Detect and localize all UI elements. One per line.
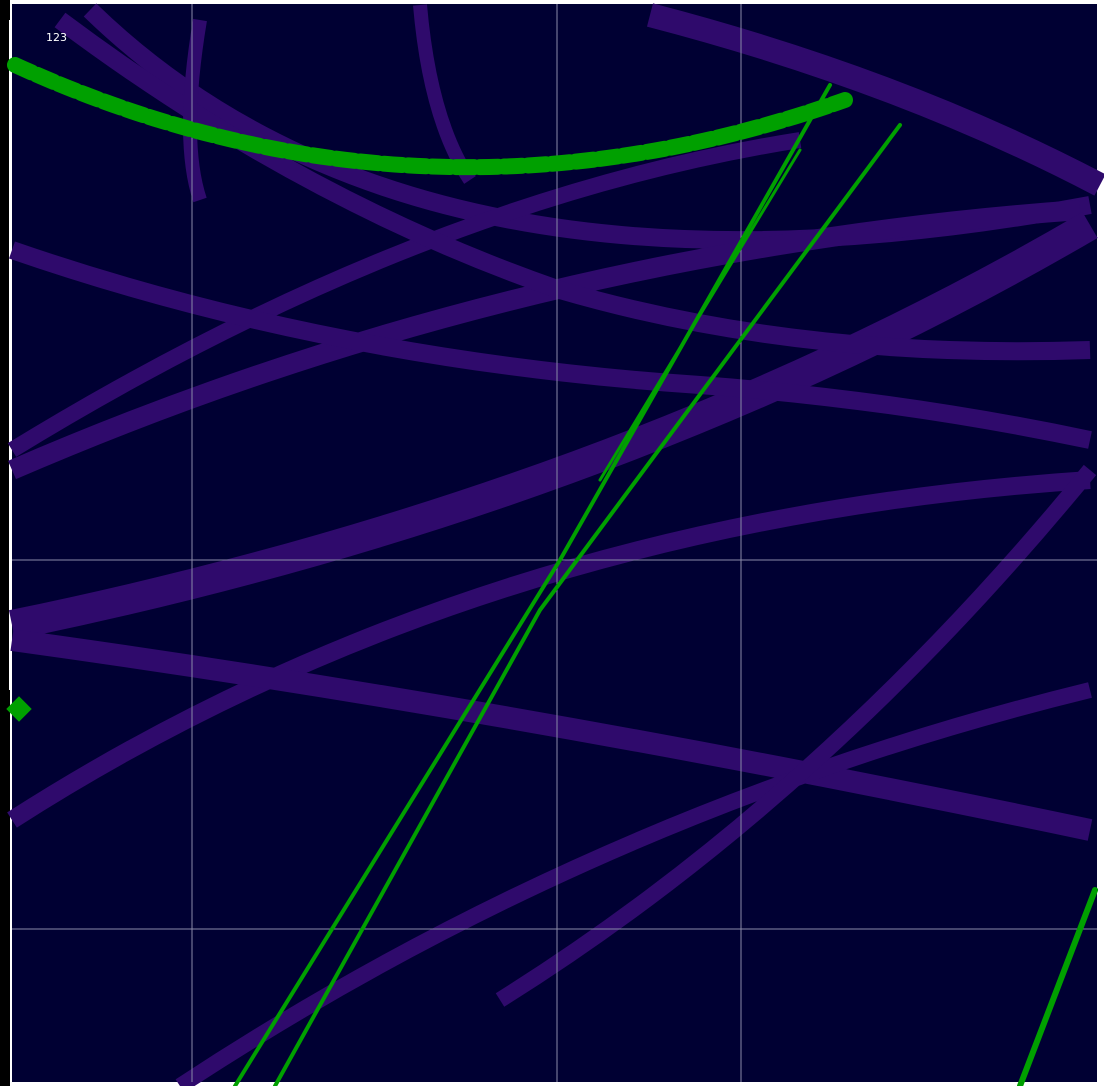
trace [273,123,902,1086]
trace [1017,887,1098,1086]
band [8,200,1081,480]
trace [233,83,832,1086]
grid [12,4,1097,1082]
marker [6,696,32,722]
band [7,471,1091,828]
band [646,3,1104,196]
band [495,464,1097,1007]
band [10,629,1093,841]
trace [598,148,802,482]
band [175,682,1092,1086]
band [54,12,1091,361]
traces [6,57,1098,1086]
left-strip [0,0,10,1086]
bands [7,3,1104,1086]
band [9,241,1092,449]
band [8,212,1098,640]
band [7,132,802,457]
beaded-trace [7,57,853,176]
label: 123 [46,31,67,44]
